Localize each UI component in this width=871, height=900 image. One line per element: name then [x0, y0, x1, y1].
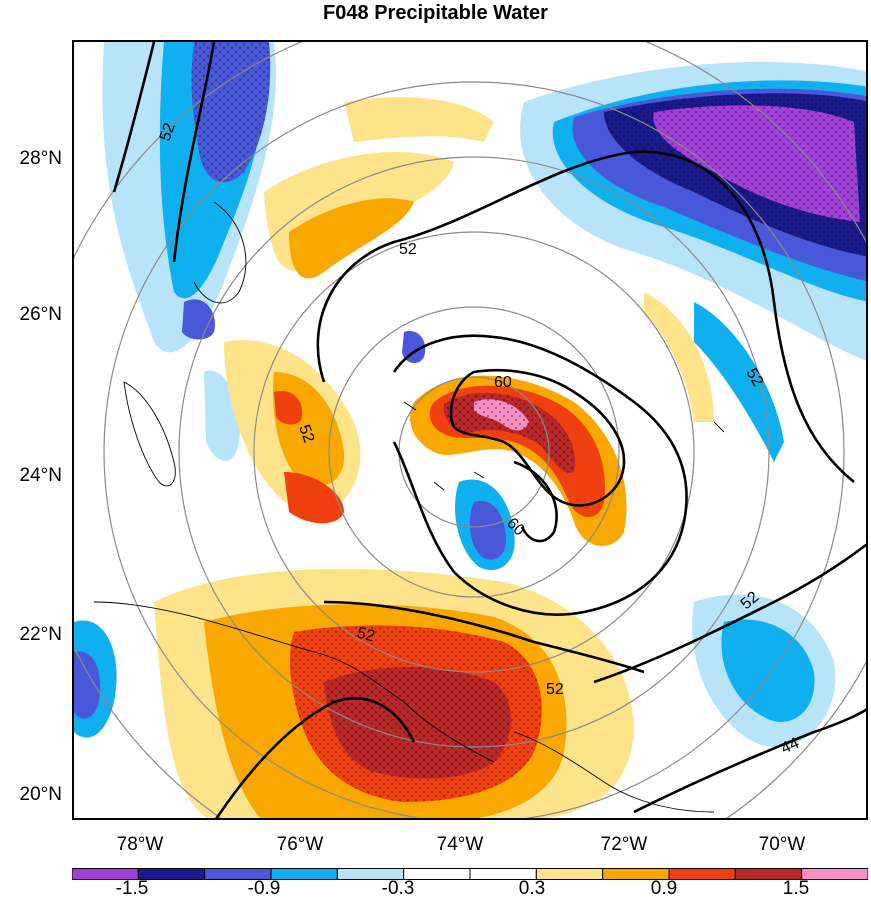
- ring-2: [328, 306, 620, 598]
- stipple-northeast: [604, 93, 866, 257]
- coast-florida-bahamas: [193, 201, 247, 304]
- colorbar-label: -1.5: [115, 878, 149, 899]
- lon-label-74w: 74°W: [436, 834, 484, 855]
- lat-label-22n: 22°N: [19, 624, 62, 645]
- shade-negative-southeast-mid: [721, 619, 815, 722]
- contour-label: 44: [779, 735, 802, 758]
- shade-negative-southwest-strong: [74, 651, 101, 719]
- precipitable-water-map: 52 52 52 52 52 52 52 60 60 44: [74, 42, 866, 818]
- ring-4: [178, 156, 770, 748]
- shade-negative-west-small: [182, 299, 215, 340]
- stipple-south: [289, 625, 542, 802]
- contour-label: 52: [355, 624, 377, 645]
- contour-52-inner: [392, 334, 688, 616]
- contour-southwest: [215, 697, 416, 818]
- contour-label: 52: [295, 423, 317, 446]
- shade-negative-center-strong: [469, 501, 507, 560]
- colorbar-label: 1.5: [782, 878, 810, 899]
- ring-3: [253, 231, 695, 673]
- coast-andros: [123, 381, 176, 487]
- colorbar-label: -0.3: [381, 878, 415, 899]
- shade-positive-ring-northwest-mid: [289, 198, 414, 279]
- contour-44: [633, 708, 866, 814]
- coast-cuba: [93, 601, 495, 763]
- stipple-significance: [191, 42, 866, 802]
- stipple-northwest: [191, 42, 271, 183]
- contour-label: 52: [743, 366, 767, 390]
- lon-label-76w: 76°W: [276, 834, 324, 855]
- colorbar-label: -0.9: [247, 878, 281, 899]
- ring-5: [103, 81, 845, 818]
- contour-label: 52: [157, 121, 179, 144]
- colorbar-label: 0.9: [650, 878, 678, 899]
- contour-60: [449, 368, 626, 507]
- contour-52-outer-west2: [172, 42, 216, 263]
- lat-label-26n: 26°N: [19, 304, 62, 325]
- shade-positive-ring-north: [344, 97, 494, 142]
- contour-52-southeast: [593, 543, 866, 684]
- contour-label: 52: [399, 241, 417, 258]
- colorbar-boxes: [72, 868, 868, 880]
- contour-label: 60: [494, 374, 512, 391]
- shade-positive-ring-west-strong: [274, 391, 303, 425]
- coast-small-islands: [403, 401, 725, 491]
- pw-contours: [112, 42, 866, 818]
- map-plot-area: 52 52 52 52 52 52 52 60 60 44: [72, 40, 868, 820]
- shade-positive-west-lower: [284, 472, 344, 524]
- contour-52-outer-west: [112, 42, 156, 193]
- shade-negative-east-band: [694, 302, 784, 462]
- lat-label-24n: 24°N: [19, 465, 62, 486]
- contour-52-spiral: [316, 150, 855, 484]
- stipple-core: [443, 392, 576, 473]
- lon-label-72w: 72°W: [600, 834, 648, 855]
- lon-label-70w: 70°W: [758, 834, 806, 855]
- contour-60-lower: [513, 460, 558, 543]
- lat-label-28n: 28°N: [19, 148, 62, 169]
- coastlines: [93, 201, 725, 813]
- colorbar: [72, 868, 868, 880]
- contour-52-south: [323, 600, 645, 674]
- map-title: F048 Precipitable Water: [323, 2, 548, 24]
- distance-rings: [74, 42, 866, 818]
- shade-positive-ring-southeast: [644, 292, 714, 422]
- colorbar-label: 0.3: [518, 878, 546, 899]
- contour-label: 52: [546, 681, 564, 698]
- coast-hispaniola: [513, 731, 715, 813]
- lat-label-20n: 20°N: [19, 784, 62, 805]
- lon-label-78w: 78°W: [116, 834, 164, 855]
